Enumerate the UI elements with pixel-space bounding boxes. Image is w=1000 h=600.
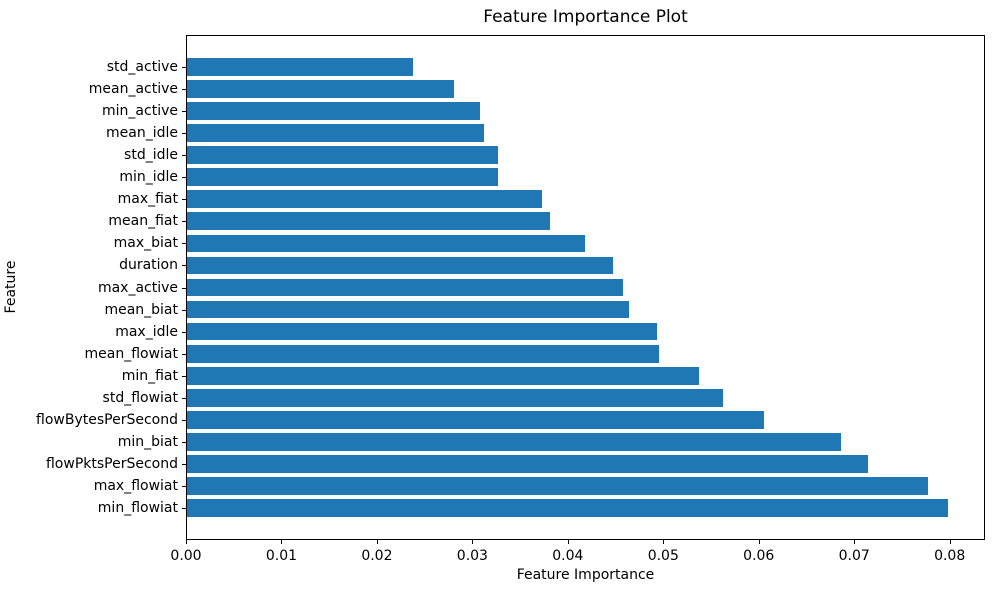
ytick-label-std_active: std_active xyxy=(106,58,178,75)
ytick-label-mean_biat: mean_biat xyxy=(104,301,178,318)
ytick-label-max_idle: max_idle xyxy=(115,323,178,340)
bar-max_fiat xyxy=(187,190,543,209)
ytick-label-flowBytesPerSecond: flowBytesPerSecond xyxy=(36,411,178,428)
xtick-label-0.06: 0.06 xyxy=(743,548,775,564)
bar-mean_fiat xyxy=(187,212,550,231)
ytick-label-mean_flowiat: mean_flowiat xyxy=(84,345,179,362)
xtick-label-0.07: 0.07 xyxy=(838,548,870,564)
xtick-label-0.08: 0.08 xyxy=(934,548,966,564)
ytick-label-max_fiat: max_fiat xyxy=(117,191,178,208)
plot-area xyxy=(186,35,985,540)
bar-mean_idle xyxy=(187,124,484,142)
bar-mean_active xyxy=(187,80,455,98)
ytick-mark xyxy=(182,155,186,157)
bar-duration xyxy=(187,256,613,275)
xtick-mark xyxy=(186,540,187,544)
bar-min_idle xyxy=(187,168,499,186)
bar-min_flowiat xyxy=(187,499,948,518)
ytick-mark xyxy=(182,199,186,201)
bar-std_active xyxy=(187,57,414,76)
xtick-label-0.01: 0.01 xyxy=(265,548,298,564)
xtick-label-0.04: 0.04 xyxy=(552,548,584,564)
bar-std_idle xyxy=(187,146,499,164)
ytick-mark xyxy=(182,486,186,488)
xtick-label-0.05: 0.05 xyxy=(647,548,679,564)
ytick-label-mean_active: mean_active xyxy=(88,80,178,97)
xtick-mark xyxy=(376,540,378,544)
xtick-mark xyxy=(758,540,760,544)
xtick-label-0.02: 0.02 xyxy=(361,548,393,564)
xtick-label-0.03: 0.03 xyxy=(456,548,488,564)
ytick-label-min_idle: min_idle xyxy=(119,169,178,186)
ytick-mark xyxy=(182,331,186,333)
ytick-mark xyxy=(182,110,186,112)
ytick-mark xyxy=(182,442,186,443)
ytick-mark xyxy=(182,309,186,311)
ytick-mark xyxy=(182,508,186,510)
xtick-label-0.00: 0.00 xyxy=(170,548,202,564)
ytick-label-min_active: min_active xyxy=(102,102,178,119)
ytick-label-min_flowiat: min_flowiat xyxy=(97,500,178,517)
ytick-label-flowPktsPerSecond: flowPktsPerSecond xyxy=(45,456,178,473)
ytick-mark xyxy=(182,375,186,377)
ytick-label-max_biat: max_biat xyxy=(113,235,178,252)
bar-max_idle xyxy=(187,322,657,341)
bar-min_biat xyxy=(187,433,841,451)
ytick-mark xyxy=(182,353,186,355)
bar-mean_flowiat xyxy=(187,344,659,363)
ytick-mark xyxy=(182,177,186,179)
ytick-label-min_biat: min_biat xyxy=(117,434,178,450)
bar-mean_biat xyxy=(187,300,629,319)
xtick-mark xyxy=(663,540,665,544)
bar-flowPktsPerSecond xyxy=(187,455,868,473)
bar-std_flowiat xyxy=(187,389,723,407)
ytick-mark xyxy=(182,243,186,245)
ytick-mark xyxy=(182,397,186,399)
bar-max_biat xyxy=(187,234,586,253)
ytick-label-std_idle: std_idle xyxy=(124,147,178,164)
ytick-mark xyxy=(182,265,186,267)
bar-max_active xyxy=(187,278,624,297)
x-axis-label: Feature Importance xyxy=(516,567,655,583)
ytick-mark xyxy=(182,88,186,90)
xtick-mark xyxy=(854,540,856,544)
xtick-mark xyxy=(472,540,474,544)
xtick-mark xyxy=(281,540,283,544)
ytick-label-mean_idle: mean_idle xyxy=(106,124,178,141)
xtick-mark xyxy=(567,540,569,544)
chart-title: Feature Importance Plot xyxy=(483,7,688,27)
ytick-label-mean_fiat: mean_fiat xyxy=(108,213,178,230)
ytick-mark xyxy=(182,132,186,134)
ytick-label-std_flowiat: std_flowiat xyxy=(102,389,178,406)
bar-min_fiat xyxy=(187,366,699,385)
xtick-mark xyxy=(949,540,951,544)
ytick-mark xyxy=(182,221,186,223)
ytick-mark xyxy=(182,66,186,68)
bar-flowBytesPerSecond xyxy=(187,411,764,429)
bar-min_active xyxy=(187,102,481,120)
ytick-mark xyxy=(182,464,186,466)
ytick-label-max_active: max_active xyxy=(97,279,178,296)
ytick-label-max_flowiat: max_flowiat xyxy=(93,478,178,495)
ytick-mark xyxy=(182,287,186,289)
ytick-label-duration: duration xyxy=(119,257,178,274)
bar-max_flowiat xyxy=(187,477,928,495)
ytick-label-min_fiat: min_fiat xyxy=(121,367,178,384)
ytick-mark xyxy=(182,419,186,421)
